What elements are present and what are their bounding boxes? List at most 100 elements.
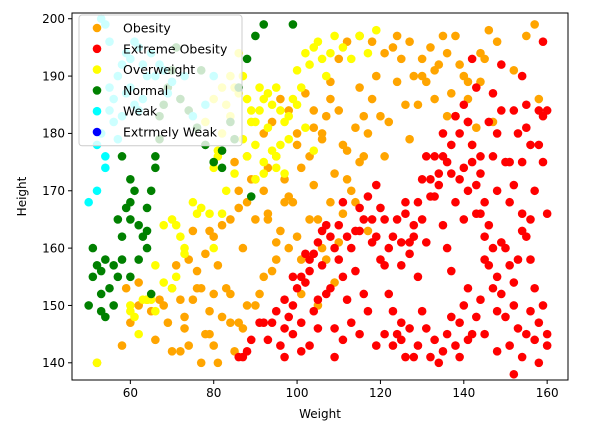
point-overweight [338,43,348,52]
x-tick-label: 140 [452,386,475,400]
point-obesity [334,54,344,64]
point-extreme-obesity [517,157,527,167]
point-overweight [317,54,327,64]
point-extreme-obesity [534,140,544,150]
point-overweight [296,83,306,92]
point-obesity [446,88,456,98]
point-obesity [280,197,289,207]
point-obesity [259,186,269,196]
point-obesity [376,111,385,121]
point-normal [246,192,256,201]
point-extreme-obesity [509,180,519,190]
point-extreme-obesity [530,335,539,345]
point-obesity [238,243,248,253]
point-obesity [313,215,323,224]
point-obesity [205,329,214,339]
point-extreme-obesity [334,220,344,230]
point-extreme-obesity [280,352,289,362]
point-extreme-obesity [538,157,548,167]
point-extreme-obesity [296,347,306,356]
point-extreme-obesity [426,175,435,184]
point-obesity [242,301,252,310]
point-obesity [359,111,369,121]
point-extreme-obesity [442,243,452,253]
point-extreme-obesity [509,301,519,310]
point-extreme-obesity [517,71,527,81]
point-overweight [151,306,160,316]
point-extreme-obesity [472,83,481,92]
point-normal [88,272,98,282]
point-normal [117,152,127,161]
x-axis-ticks: 60 80 100 120 140 160 [123,380,559,400]
point-normal [209,157,219,167]
point-extreme-obesity [480,329,489,339]
x-axis-label: Weight [299,407,341,421]
point-overweight [305,60,314,69]
point-obesity [430,94,439,104]
point-obesity [413,100,423,110]
point-overweight [246,117,256,127]
point-extreme-obesity [351,266,360,276]
point-extreme-obesity [484,220,494,230]
point-extreme-obesity [330,352,339,362]
legend-label: Obesity [123,21,171,36]
point-extreme-obesity [346,318,356,327]
point-extreme-obesity [467,54,477,64]
point-extreme-obesity [405,238,414,247]
point-extreme-obesity [509,369,519,379]
point-obesity [342,175,352,184]
point-normal [113,215,123,224]
point-extreme-obesity [413,197,423,207]
point-extreme-obesity [542,106,552,115]
point-obesity [263,209,273,218]
point-obesity [530,20,539,29]
point-normal [109,301,118,310]
point-obesity [288,197,298,207]
point-overweight [134,329,143,339]
point-overweight [209,243,219,253]
legend-marker [92,23,102,33]
point-overweight [251,140,260,150]
point-obesity [226,215,235,224]
point-extreme-obesity [296,318,306,327]
point-obesity [117,341,127,350]
point-normal [151,152,160,161]
y-tick-label: 180 [42,127,65,141]
point-extreme-obesity [446,312,456,322]
point-extreme-obesity [459,163,469,173]
point-extreme-obesity [455,175,464,184]
point-overweight [167,283,177,293]
point-obesity [367,37,377,46]
point-extreme-obesity [313,295,323,305]
point-overweight [242,152,252,161]
point-extreme-obesity [459,100,469,110]
point-obesity [192,266,202,276]
point-overweight [159,278,168,287]
point-extreme-obesity [542,329,552,339]
point-obesity [176,347,185,356]
point-extreme-obesity [267,318,277,327]
point-extreme-obesity [522,123,531,132]
point-extreme-obesity [472,180,481,190]
point-obesity [309,106,319,115]
point-extreme-obesity [446,140,456,150]
point-obesity [276,226,285,236]
point-overweight [284,134,294,144]
point-extreme-obesity [476,152,485,161]
point-extreme-obesity [401,197,410,207]
point-extreme-obesity [330,243,339,253]
point-obesity [196,358,206,368]
point-obesity [351,123,360,132]
point-extreme-obesity [542,341,552,350]
point-extreme-obesity [417,215,427,224]
point-obesity [292,232,302,241]
point-obesity [396,54,406,64]
point-normal [96,266,106,276]
point-overweight [126,306,135,316]
point-obesity [276,94,285,104]
point-extreme-obesity [538,37,548,46]
point-obesity [292,129,302,138]
legend: Obesity Extreme Obesity Overweight Normal We… [78,14,243,147]
point-extreme-obesity [488,283,498,293]
